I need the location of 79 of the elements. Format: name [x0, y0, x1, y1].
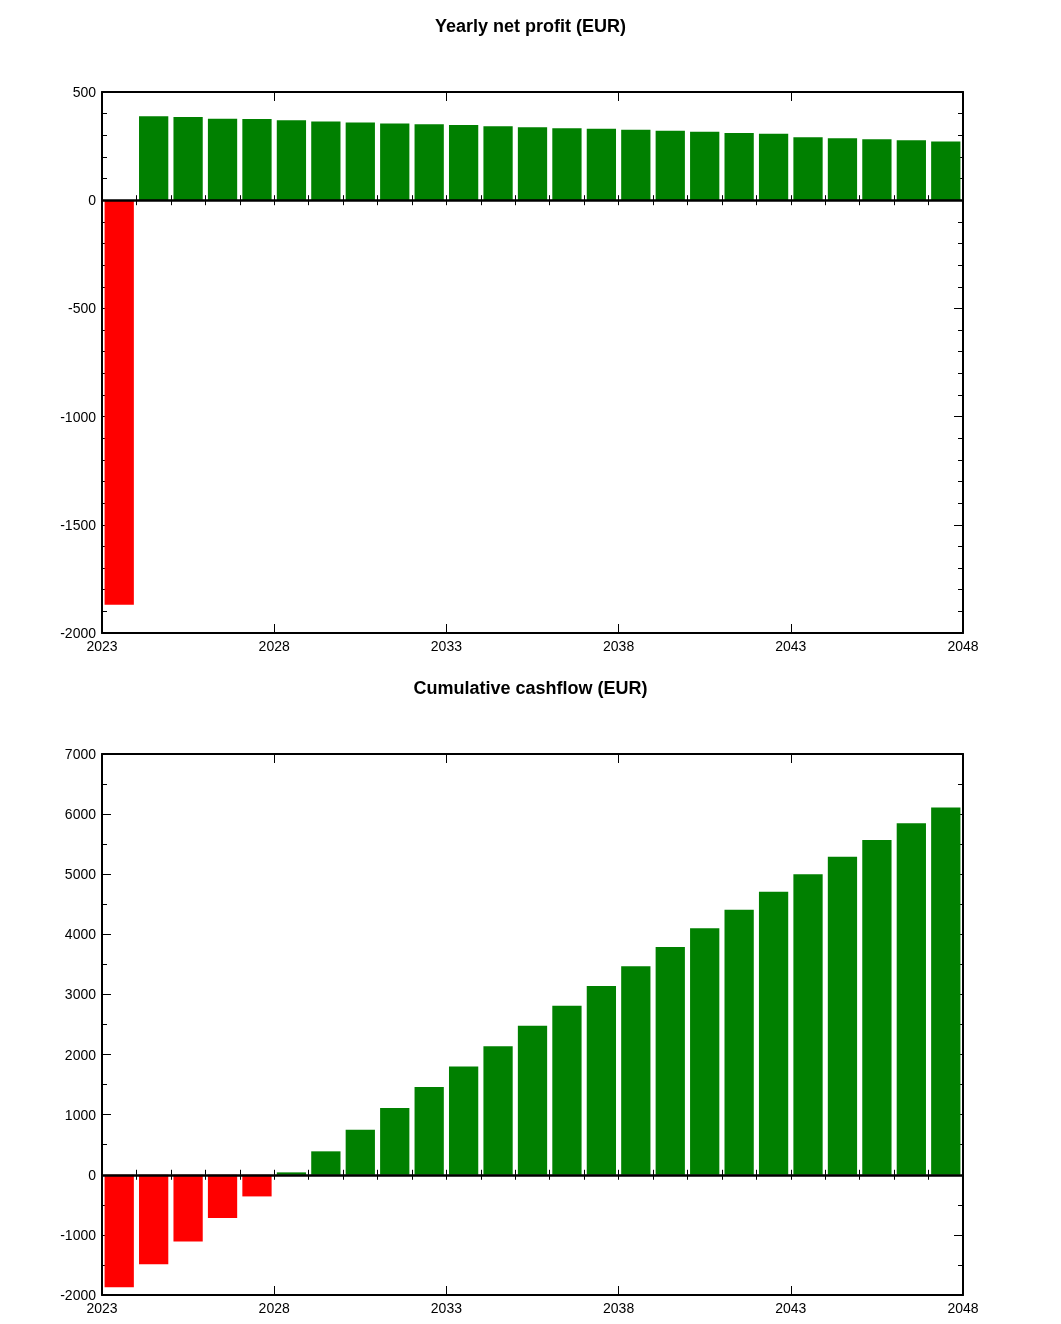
x-tick-label: 2023: [86, 1300, 118, 1316]
bar: [242, 1174, 272, 1197]
y-tick-label: 1000: [64, 1106, 97, 1123]
x-tick-label: 2028: [258, 638, 290, 654]
bar: [104, 200, 134, 605]
bar: [207, 118, 238, 201]
bar: [276, 120, 307, 201]
bar: [242, 119, 272, 201]
bar: [139, 1174, 169, 1265]
x-tick-label: 2028: [258, 1300, 290, 1316]
x-tick-label: 2023: [86, 638, 118, 654]
bar: [793, 874, 823, 1175]
bar: [380, 123, 410, 201]
bar: [724, 909, 754, 1175]
x-tick-label: 2033: [430, 638, 463, 654]
x-tick-label: 2033: [430, 1300, 463, 1316]
bar: [104, 1174, 134, 1288]
y-tick-label: 6000: [64, 806, 97, 823]
bar: [345, 122, 375, 201]
y-tick-label: -1000: [60, 408, 97, 425]
bar: [896, 140, 926, 201]
y-tick-label: 4000: [64, 926, 97, 943]
x-tick-label: 2038: [603, 638, 635, 654]
bar: [517, 127, 548, 201]
bar: [621, 129, 651, 201]
bar: [896, 823, 926, 1175]
y-tick-label: -2000: [60, 625, 97, 641]
bar: [517, 1025, 548, 1175]
bar: [758, 891, 789, 1175]
bar: [448, 1066, 479, 1175]
y-tick-label: 2000: [64, 1046, 97, 1063]
bar: [621, 966, 651, 1175]
y-tick-label: 3000: [64, 986, 97, 1003]
bar: [655, 946, 685, 1175]
y-tick-label: 500: [72, 84, 97, 100]
bar: [827, 856, 858, 1175]
y-tick-label: -2000: [60, 1287, 97, 1303]
y-tick-label: -1000: [60, 1226, 97, 1243]
bar: [931, 141, 961, 201]
bar: [552, 128, 582, 201]
bar: [311, 121, 341, 201]
bar: [862, 839, 892, 1175]
y-tick-label: -500: [67, 300, 97, 317]
y-tick-label: -1500: [60, 516, 97, 533]
bar: [380, 1108, 410, 1175]
bar: [414, 124, 444, 201]
bar: [173, 1174, 203, 1242]
bar: [448, 125, 479, 201]
x-tick-label: 2038: [603, 1300, 635, 1316]
bar: [483, 1046, 513, 1175]
bar: [311, 1151, 341, 1175]
x-tick-label: 2048: [947, 638, 979, 654]
y-tick-label: 7000: [64, 746, 97, 762]
y-tick-label: 5000: [64, 866, 97, 883]
bar: [586, 986, 617, 1175]
bar: [207, 1174, 238, 1219]
bar: [758, 133, 789, 201]
bar: [345, 1129, 375, 1175]
y-tick-label: 0: [88, 192, 97, 209]
bar: [793, 137, 823, 201]
bar: [724, 132, 754, 201]
bar: [414, 1087, 444, 1175]
x-tick-label: 2043: [775, 1300, 807, 1316]
x-tick-label: 2048: [947, 1300, 979, 1316]
bar: [690, 928, 720, 1175]
bar: [931, 807, 961, 1175]
y-tick-label: 0: [88, 1166, 97, 1183]
x-tick-label: 2043: [775, 638, 807, 654]
bar: [655, 130, 685, 201]
bar: [483, 126, 513, 201]
bar: [552, 1005, 582, 1175]
bar: [586, 128, 617, 201]
bar: [139, 116, 169, 201]
bar: [862, 139, 892, 201]
chart-title: Cumulative cashflow (EUR): [413, 678, 648, 698]
bar: [827, 138, 858, 201]
bar: [690, 131, 720, 201]
chart-title: Yearly net profit (EUR): [434, 16, 627, 36]
bar: [173, 117, 203, 201]
